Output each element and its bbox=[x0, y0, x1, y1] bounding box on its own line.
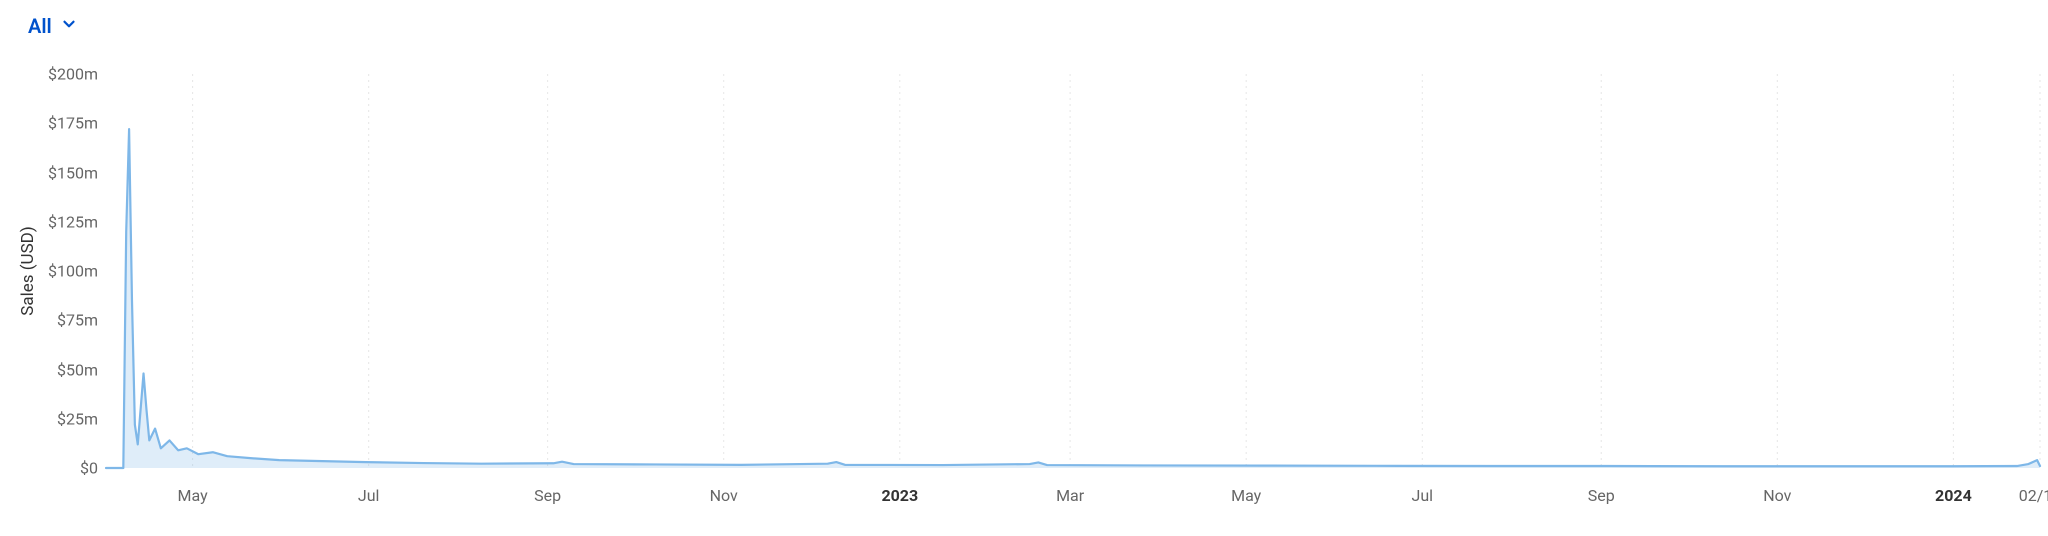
y-tick-label: $75m bbox=[38, 311, 98, 330]
x-tick-label: 2024 bbox=[1935, 486, 1972, 505]
x-tick-label: Sep bbox=[534, 486, 561, 505]
y-axis-title: Sales (USD) bbox=[18, 226, 38, 316]
y-tick-label: $100m bbox=[38, 262, 98, 281]
x-tick-label: Jul bbox=[358, 486, 380, 505]
chart-svg bbox=[0, 0, 2048, 536]
y-tick-label: $25m bbox=[38, 409, 98, 428]
y-tick-label: $150m bbox=[38, 163, 98, 182]
x-tick-label: 02/11 bbox=[2019, 486, 2048, 505]
x-tick-label: Mar bbox=[1056, 486, 1084, 505]
y-tick-label: $175m bbox=[38, 114, 98, 133]
x-tick-label: Sep bbox=[1588, 486, 1615, 505]
sales-area-chart: Sales (USD) $0 $25m $50m $75m $100m $125m $150… bbox=[0, 0, 2048, 536]
x-tick-label: May bbox=[178, 486, 208, 505]
y-tick-label: $125m bbox=[38, 212, 98, 231]
x-tick-label: Nov bbox=[710, 486, 738, 505]
y-tick-label: $50m bbox=[38, 360, 98, 379]
x-tick-label: May bbox=[1231, 486, 1261, 505]
sales-chart-panel: All Sales (USD) $0$25m$50m$75m$100m$125m… bbox=[0, 0, 2048, 536]
y-tick-label: $0 bbox=[38, 459, 98, 478]
x-tick-label: Jul bbox=[1411, 486, 1433, 505]
x-tick-label: Nov bbox=[1763, 486, 1791, 505]
y-tick-label: $200m bbox=[38, 65, 98, 84]
x-tick-label: 2023 bbox=[881, 486, 918, 505]
